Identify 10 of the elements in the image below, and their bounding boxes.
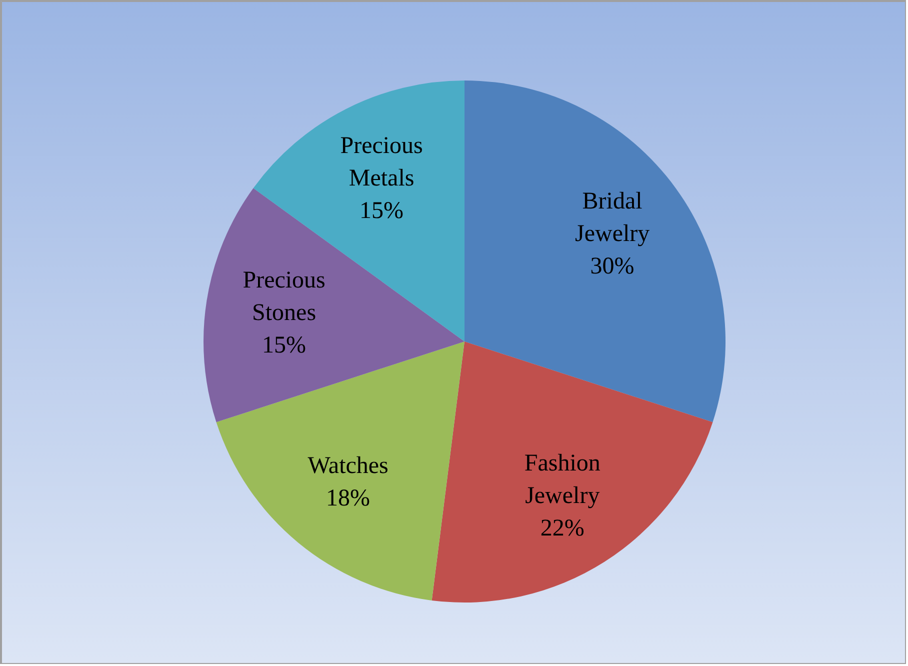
slice-label: Bridal Jewelry [574,188,650,248]
data-label: 15% [360,198,404,224]
slice-label: Precious Stones [242,267,326,326]
slice-label: Precious Metals [340,133,423,192]
data-label: 15% [262,332,306,358]
slice-label: Watches [308,453,388,480]
data-label: 30% [590,254,634,280]
data-label: 22% [540,515,584,542]
data-label: 18% [326,486,370,512]
slice-label: Fashion Jewelry [524,450,600,509]
